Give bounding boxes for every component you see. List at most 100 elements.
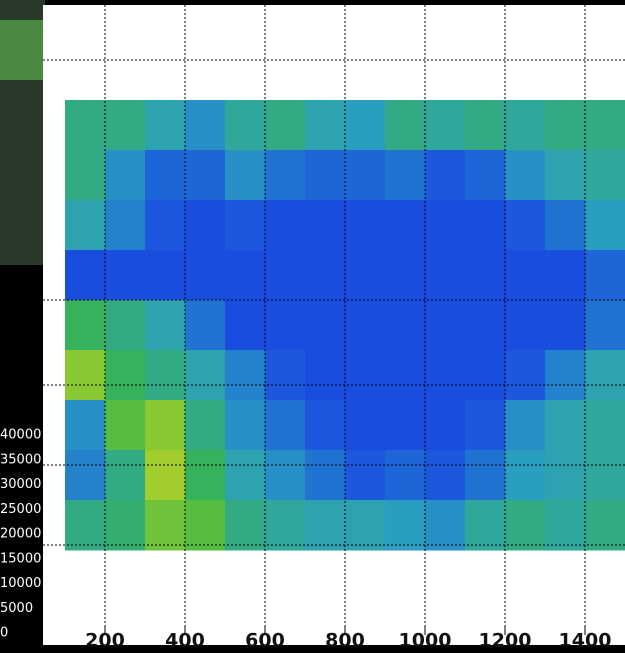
heat-cell (185, 350, 226, 401)
heat-cell (265, 350, 306, 401)
z-tick-label: 0 (0, 626, 8, 641)
heat-cell (425, 150, 466, 201)
heat-cell (265, 150, 306, 201)
heat-cell (465, 100, 506, 151)
x-tick-label: 600 (245, 630, 285, 652)
heat-cell (465, 350, 506, 401)
heat-cell (225, 350, 266, 401)
heat-cell (225, 500, 266, 551)
x-tick-label: 1000 (399, 630, 452, 652)
heat-cell (145, 250, 186, 301)
z-tick-label: 35000 (0, 452, 41, 467)
heat-cell (345, 200, 386, 251)
heat-cell (545, 300, 586, 351)
heat-cell (265, 500, 306, 551)
heat-cell (105, 250, 146, 301)
heat-cell (225, 200, 266, 251)
heat-cell (425, 350, 466, 401)
heat-cell (185, 150, 226, 201)
heat-cell (225, 150, 266, 201)
heat-cell (545, 150, 586, 201)
heat-cell (345, 250, 386, 301)
heat-cell (465, 300, 506, 351)
heat-cell (105, 350, 146, 401)
heat-cell (65, 400, 106, 451)
heat-cell (545, 450, 586, 501)
heat-cell (185, 450, 226, 501)
heat-cell (265, 300, 306, 351)
heat-cell (305, 100, 346, 151)
heat-cell (385, 250, 426, 301)
heat-cell (585, 100, 625, 151)
heat-cell (225, 100, 266, 151)
heat-cell (585, 300, 625, 351)
heat-cell (265, 250, 306, 301)
heat-cell (265, 400, 306, 451)
heat-cell (65, 450, 106, 501)
heat-cell (385, 300, 426, 351)
heat-cell (505, 500, 546, 551)
heat-cell (105, 100, 146, 151)
heat-cell (545, 400, 586, 451)
heat-cell (425, 250, 466, 301)
page: {"chart_data": {"type": "heatmap", "xlim… (0, 0, 625, 653)
heat-cell (345, 450, 386, 501)
heat-cell (105, 500, 146, 551)
heat-cell (265, 200, 306, 251)
heat-cell (425, 200, 466, 251)
heat-cell (305, 450, 346, 501)
heat-cell (505, 100, 546, 151)
heat-cell (145, 350, 186, 401)
heat-cell (105, 200, 146, 251)
heat-cell (465, 250, 506, 301)
heat-cell (505, 350, 546, 401)
screenshot: 2004006008001000120014004000035000300002… (0, 0, 625, 653)
heat-cell (385, 350, 426, 401)
heat-cell (145, 400, 186, 451)
x-tick-label: 200 (85, 630, 125, 652)
z-tick-label: 20000 (0, 527, 41, 542)
heat-cell (465, 500, 506, 551)
heat-cell (425, 500, 466, 551)
heat-cell (505, 300, 546, 351)
x-tick-label: 1200 (479, 630, 532, 652)
heat-cell (185, 300, 226, 351)
heat-cell (105, 300, 146, 351)
heat-cell (425, 400, 466, 451)
heat-cell (305, 200, 346, 251)
z-tick-label: 25000 (0, 502, 41, 517)
heat-cell (585, 200, 625, 251)
heat-cell (145, 500, 186, 551)
heat-cell (305, 400, 346, 451)
heat-cell (385, 100, 426, 151)
heat-cell (505, 200, 546, 251)
heat-cell (585, 500, 625, 551)
heat-cell (585, 350, 625, 401)
heat-cell (345, 150, 386, 201)
heat-cell (345, 350, 386, 401)
heat-cell (145, 450, 186, 501)
heat-cell (65, 500, 106, 551)
heat-cell (425, 100, 466, 151)
heat-cell (545, 250, 586, 301)
heat-cell (345, 400, 386, 451)
heat-cell (465, 400, 506, 451)
heat-cell (465, 200, 506, 251)
heat-cell (385, 200, 426, 251)
heat-cell (385, 400, 426, 451)
heat-cell (65, 100, 106, 151)
heat-cell (425, 300, 466, 351)
heat-cell (305, 150, 346, 201)
heat-cell (145, 150, 186, 201)
z-tick-label: 15000 (0, 551, 41, 566)
heat-cell (145, 100, 186, 151)
heat-cell (185, 400, 226, 451)
heat-cell (305, 300, 346, 351)
heat-cell (65, 200, 106, 251)
heat-cell (385, 150, 426, 201)
heat-cell (65, 350, 106, 401)
heat-cell (145, 200, 186, 251)
heat-cell (505, 250, 546, 301)
heat-cell (225, 450, 266, 501)
heat-cell (65, 250, 106, 301)
